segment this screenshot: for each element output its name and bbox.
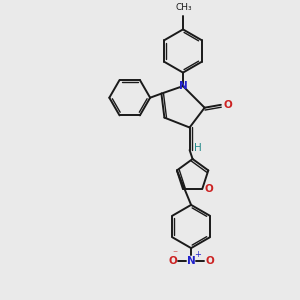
Text: CH₃: CH₃ [176, 3, 193, 12]
Text: O: O [205, 256, 214, 266]
Text: +: + [194, 250, 201, 259]
Text: O: O [205, 184, 213, 194]
Text: H: H [194, 143, 202, 154]
Text: O: O [168, 256, 177, 266]
Text: N: N [187, 256, 196, 266]
Text: ⁻: ⁻ [172, 249, 178, 259]
Text: O: O [223, 100, 232, 110]
Text: N: N [178, 81, 188, 91]
